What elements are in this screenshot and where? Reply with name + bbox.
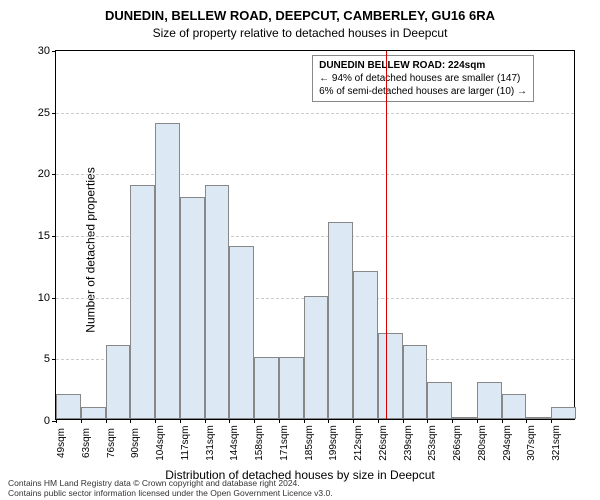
x-tick-label: 266sqm — [452, 425, 463, 461]
histogram-bar — [254, 357, 279, 419]
x-tick-label: 185sqm — [304, 425, 315, 461]
histogram-bar — [279, 357, 304, 419]
histogram-bar — [130, 185, 155, 419]
histogram-bar — [205, 185, 230, 419]
x-tick-mark — [452, 419, 453, 423]
x-tick-mark — [81, 419, 82, 423]
annotation-line1: ← 94% of detached houses are smaller (14… — [319, 72, 527, 85]
x-tick-mark — [427, 419, 428, 423]
histogram-bar — [106, 345, 131, 419]
x-tick-mark — [106, 419, 107, 423]
x-tick-label: 253sqm — [427, 425, 438, 461]
x-tick-mark — [378, 419, 379, 423]
histogram-bar — [378, 333, 403, 419]
y-tick-label: 20 — [38, 168, 56, 180]
x-tick-mark — [526, 419, 527, 423]
x-tick-label: 226sqm — [378, 425, 389, 461]
x-tick-label: 158sqm — [254, 425, 265, 461]
x-tick-mark — [304, 419, 305, 423]
histogram-bar — [328, 222, 353, 419]
x-tick-mark — [229, 419, 230, 423]
x-tick-label: 321sqm — [551, 425, 562, 461]
x-tick-mark — [328, 419, 329, 423]
x-tick-mark — [254, 419, 255, 423]
chart-container: DUNEDIN, BELLEW ROAD, DEEPCUT, CAMBERLEY… — [0, 0, 600, 500]
y-tick-label: 15 — [38, 230, 56, 242]
footer-line2: Contains public sector information licen… — [8, 488, 333, 498]
x-tick-mark — [180, 419, 181, 423]
histogram-bar — [304, 296, 329, 419]
x-tick-label: 294sqm — [502, 425, 513, 461]
x-tick-label: 49sqm — [56, 428, 67, 458]
chart-title-main: DUNEDIN, BELLEW ROAD, DEEPCUT, CAMBERLEY… — [0, 8, 600, 23]
footer-text: Contains HM Land Registry data © Crown c… — [8, 479, 333, 498]
x-tick-mark — [205, 419, 206, 423]
y-tick-label: 0 — [44, 415, 56, 427]
x-tick-label: 239sqm — [403, 425, 414, 461]
x-tick-label: 199sqm — [328, 425, 339, 461]
x-tick-mark — [279, 419, 280, 423]
histogram-bar — [81, 407, 106, 419]
histogram-bar — [502, 394, 527, 419]
chart-title-sub: Size of property relative to detached ho… — [0, 26, 600, 40]
x-tick-label: 104sqm — [155, 425, 166, 461]
x-tick-mark — [155, 419, 156, 423]
x-tick-label: 63sqm — [81, 428, 92, 458]
x-tick-label: 280sqm — [477, 425, 488, 461]
x-tick-label: 144sqm — [229, 425, 240, 461]
histogram-bar — [229, 246, 254, 419]
x-tick-mark — [403, 419, 404, 423]
grid-line — [56, 113, 574, 114]
y-tick-label: 30 — [38, 45, 56, 57]
x-tick-mark — [56, 419, 57, 423]
x-tick-label: 90sqm — [130, 428, 141, 458]
x-tick-mark — [502, 419, 503, 423]
annotation-title: DUNEDIN BELLEW ROAD: 224sqm — [319, 59, 527, 72]
plot-area: DUNEDIN BELLEW ROAD: 224sqm ← 94% of det… — [55, 50, 575, 420]
histogram-bar — [526, 417, 551, 419]
x-tick-label: 307sqm — [526, 425, 537, 461]
annotation-box: DUNEDIN BELLEW ROAD: 224sqm ← 94% of det… — [312, 55, 534, 102]
x-tick-label: 131sqm — [205, 425, 216, 461]
histogram-bar — [353, 271, 378, 419]
histogram-bar — [477, 382, 502, 419]
histogram-bar — [403, 345, 428, 419]
x-tick-label: 171sqm — [279, 425, 290, 461]
x-tick-mark — [353, 419, 354, 423]
histogram-bar — [427, 382, 452, 419]
annotation-line2: 6% of semi-detached houses are larger (1… — [319, 85, 527, 98]
marker-line — [386, 51, 387, 419]
x-tick-mark — [477, 419, 478, 423]
x-tick-label: 76sqm — [106, 428, 117, 458]
x-tick-label: 212sqm — [353, 425, 364, 461]
y-tick-label: 5 — [44, 353, 56, 365]
histogram-bar — [452, 417, 477, 419]
y-tick-label: 10 — [38, 292, 56, 304]
histogram-bar — [155, 123, 180, 419]
histogram-bar — [551, 407, 576, 419]
histogram-bar — [56, 394, 81, 419]
x-tick-mark — [130, 419, 131, 423]
y-tick-label: 25 — [38, 107, 56, 119]
histogram-bar — [180, 197, 205, 419]
x-tick-label: 117sqm — [180, 426, 191, 461]
grid-line — [56, 174, 574, 175]
x-tick-mark — [551, 419, 552, 423]
